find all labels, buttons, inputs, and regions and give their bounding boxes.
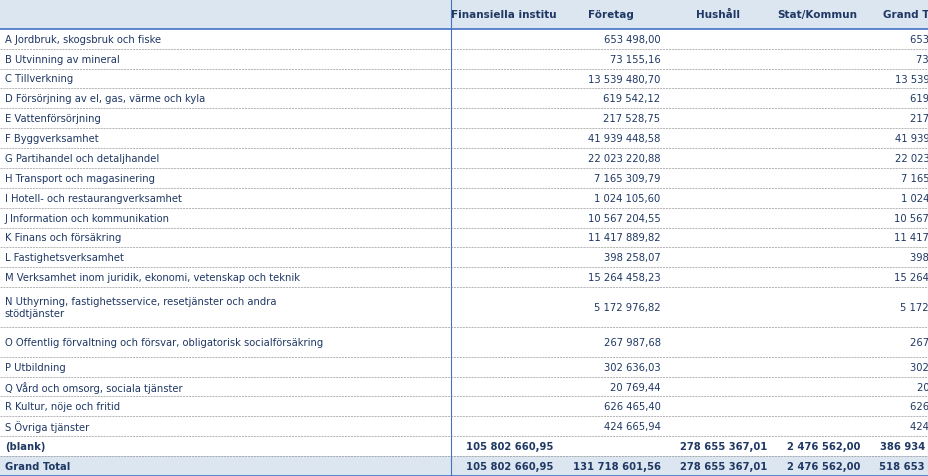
Text: 13 539 480,70: 13 539 480,70 <box>587 74 660 84</box>
Text: 41 939 448,58: 41 939 448,58 <box>894 134 928 144</box>
Text: 105 802 660,95: 105 802 660,95 <box>466 441 553 451</box>
Bar <box>0 288 928 327</box>
Text: 398 258,07: 398 258,07 <box>909 253 928 263</box>
Text: 73 155,16: 73 155,16 <box>915 55 928 64</box>
Text: M Verksamhet inom juridik, ekonomi, vetenskap och teknik: M Verksamhet inom juridik, ekonomi, vete… <box>5 273 300 283</box>
Text: 653 498,00: 653 498,00 <box>909 35 928 45</box>
Text: Finansiella institu: Finansiella institu <box>451 10 556 20</box>
Text: (blank): (blank) <box>5 441 45 451</box>
Text: 217 528,75: 217 528,75 <box>909 114 928 124</box>
Text: E Vattenförsörjning: E Vattenförsörjning <box>5 114 100 124</box>
Text: 20 769,44: 20 769,44 <box>916 382 928 392</box>
Text: 22 023 220,88: 22 023 220,88 <box>894 154 928 164</box>
Bar <box>0 228 928 248</box>
Text: 5 172 976,82: 5 172 976,82 <box>899 302 928 312</box>
Text: 1 024 105,60: 1 024 105,60 <box>900 193 928 203</box>
Text: 7 165 309,79: 7 165 309,79 <box>593 174 660 183</box>
Text: 386 934 589,96: 386 934 589,96 <box>879 441 928 451</box>
Bar <box>0 89 928 109</box>
Bar <box>0 268 928 288</box>
Bar <box>0 109 928 129</box>
Text: 518 653 191,52: 518 653 191,52 <box>878 461 928 471</box>
Text: H Transport och magasinering: H Transport och magasinering <box>5 174 154 183</box>
Text: 15 264 458,23: 15 264 458,23 <box>587 273 660 283</box>
Text: 619 542,12: 619 542,12 <box>603 94 660 104</box>
Text: 217 528,75: 217 528,75 <box>603 114 660 124</box>
Text: 22 023 220,88: 22 023 220,88 <box>587 154 660 164</box>
Text: 424 665,94: 424 665,94 <box>909 421 928 431</box>
Bar <box>0 0 928 30</box>
Bar <box>0 327 928 357</box>
Bar <box>0 456 928 476</box>
Text: 302 636,03: 302 636,03 <box>909 362 928 372</box>
Text: O Offentlig förvaltning och försvar, obligatorisk socialförsäkring: O Offentlig förvaltning och försvar, obl… <box>5 337 323 347</box>
Text: I Hotell- och restaurangverksamhet: I Hotell- och restaurangverksamhet <box>5 193 181 203</box>
Text: B Utvinning av mineral: B Utvinning av mineral <box>5 55 120 64</box>
Text: Grand Total: Grand Total <box>883 10 928 20</box>
Text: 10 567 204,55: 10 567 204,55 <box>894 213 928 223</box>
Text: 105 802 660,95: 105 802 660,95 <box>466 461 553 471</box>
Text: 15 264 458,23: 15 264 458,23 <box>894 273 928 283</box>
Text: 131 718 601,56: 131 718 601,56 <box>572 461 660 471</box>
Bar <box>0 50 928 69</box>
Text: F Byggverksamhet: F Byggverksamhet <box>5 134 98 144</box>
Bar <box>0 377 928 397</box>
Text: 5 172 976,82: 5 172 976,82 <box>593 302 660 312</box>
Text: 267 987,68: 267 987,68 <box>603 337 660 347</box>
Text: Grand Total: Grand Total <box>5 461 70 471</box>
Bar <box>0 436 928 456</box>
Text: 626 465,40: 626 465,40 <box>603 402 660 412</box>
Text: 20 769,44: 20 769,44 <box>610 382 660 392</box>
Text: 619 542,12: 619 542,12 <box>909 94 928 104</box>
Bar <box>0 248 928 268</box>
Bar <box>0 357 928 377</box>
Text: 2 476 562,00: 2 476 562,00 <box>786 461 859 471</box>
Text: 267 987,68: 267 987,68 <box>909 337 928 347</box>
Text: 626 465,40: 626 465,40 <box>909 402 928 412</box>
Text: R Kultur, nöje och fritid: R Kultur, nöje och fritid <box>5 402 120 412</box>
Bar <box>0 416 928 436</box>
Text: 10 567 204,55: 10 567 204,55 <box>587 213 660 223</box>
Text: 11 417 889,82: 11 417 889,82 <box>894 233 928 243</box>
Text: 278 655 367,01: 278 655 367,01 <box>679 441 767 451</box>
Text: S Övriga tjänster: S Övriga tjänster <box>5 420 89 432</box>
Text: 278 655 367,01: 278 655 367,01 <box>679 461 767 471</box>
Text: Företag: Företag <box>587 10 633 20</box>
Text: N Uthyrning, fastighetsservice, resetjänster och andra
stödtjänster: N Uthyrning, fastighetsservice, resetjän… <box>5 297 276 318</box>
Text: Q Vård och omsorg, sociala tjänster: Q Vård och omsorg, sociala tjänster <box>5 381 182 393</box>
Text: L Fastighetsverksamhet: L Fastighetsverksamhet <box>5 253 123 263</box>
Text: Hushåll: Hushåll <box>695 10 739 20</box>
Text: 302 636,03: 302 636,03 <box>603 362 660 372</box>
Text: K Finans och försäkring: K Finans och försäkring <box>5 233 121 243</box>
Bar <box>0 169 928 188</box>
Text: 73 155,16: 73 155,16 <box>609 55 660 64</box>
Text: D Försörjning av el, gas, värme och kyla: D Försörjning av el, gas, värme och kyla <box>5 94 205 104</box>
Text: 2 476 562,00: 2 476 562,00 <box>786 441 859 451</box>
Bar <box>0 149 928 169</box>
Text: 11 417 889,82: 11 417 889,82 <box>587 233 660 243</box>
Text: 13 539 480,70: 13 539 480,70 <box>894 74 928 84</box>
Text: J Information och kommunikation: J Information och kommunikation <box>5 213 170 223</box>
Bar <box>0 397 928 416</box>
Bar <box>0 69 928 89</box>
Bar <box>0 188 928 208</box>
Text: A Jordbruk, skogsbruk och fiske: A Jordbruk, skogsbruk och fiske <box>5 35 161 45</box>
Bar <box>0 129 928 149</box>
Text: 41 939 448,58: 41 939 448,58 <box>587 134 660 144</box>
Text: Stat/Kommun: Stat/Kommun <box>777 10 857 20</box>
Bar <box>0 208 928 228</box>
Text: 424 665,94: 424 665,94 <box>603 421 660 431</box>
Text: P Utbildning: P Utbildning <box>5 362 65 372</box>
Text: C Tillverkning: C Tillverkning <box>5 74 72 84</box>
Text: 7 165 309,79: 7 165 309,79 <box>899 174 928 183</box>
Text: 398 258,07: 398 258,07 <box>603 253 660 263</box>
Text: 1 024 105,60: 1 024 105,60 <box>594 193 660 203</box>
Text: 653 498,00: 653 498,00 <box>603 35 660 45</box>
Text: G Partihandel och detaljhandel: G Partihandel och detaljhandel <box>5 154 159 164</box>
Bar <box>0 30 928 50</box>
